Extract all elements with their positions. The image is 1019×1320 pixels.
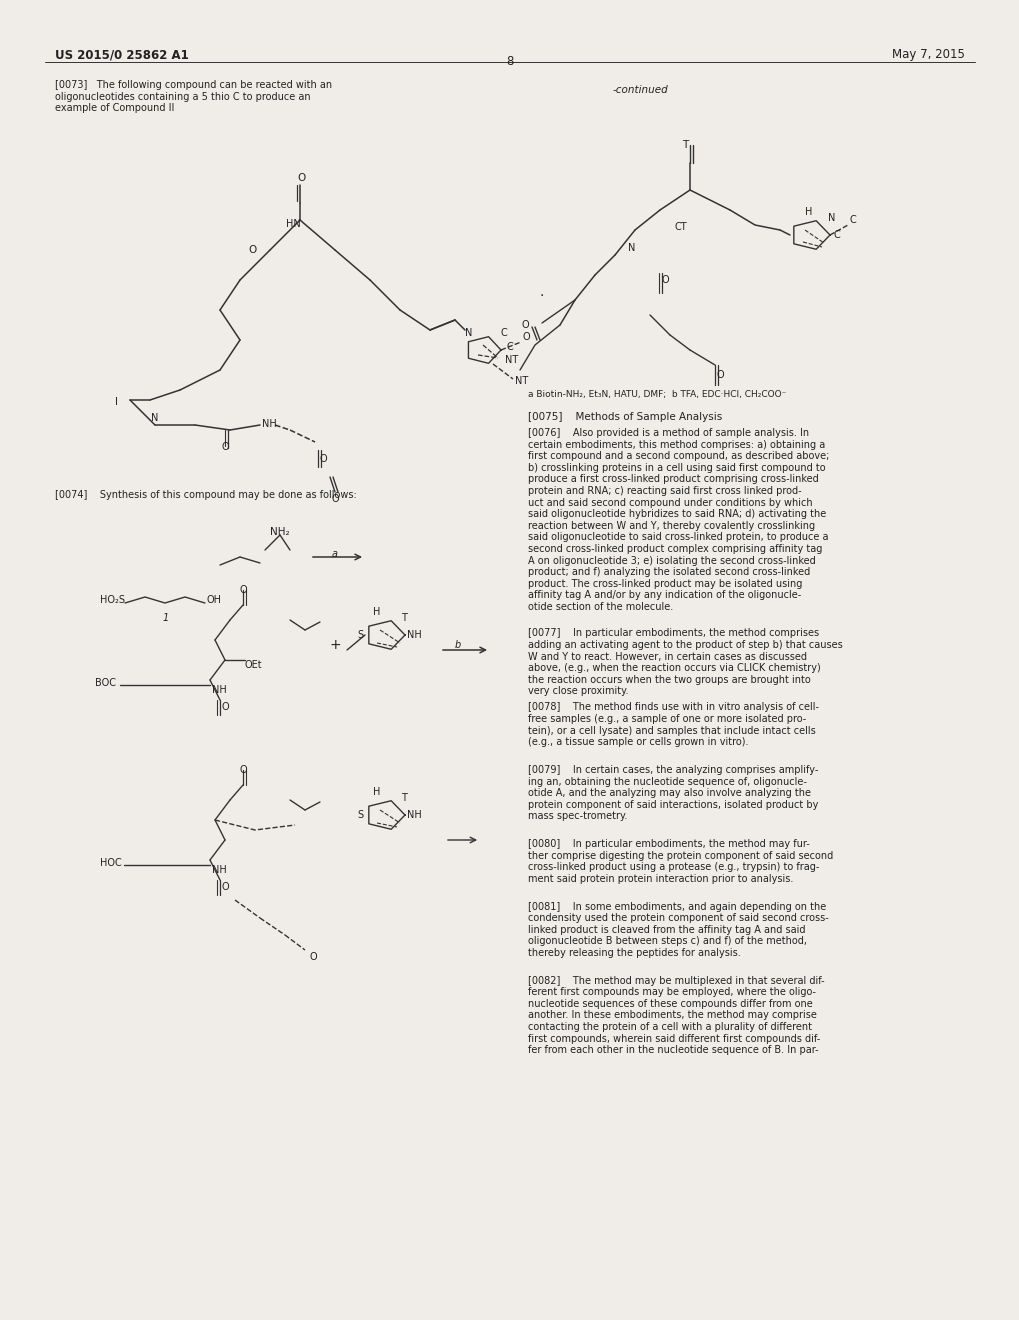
Text: O: O <box>222 702 229 711</box>
Text: NT: NT <box>504 355 518 366</box>
Text: OEt: OEt <box>245 660 262 671</box>
Text: O: O <box>239 585 248 595</box>
Text: N: N <box>465 327 472 338</box>
Text: S: S <box>357 810 363 820</box>
Text: O: O <box>248 246 256 255</box>
Text: S: S <box>357 630 363 640</box>
Text: May 7, 2015: May 7, 2015 <box>892 48 964 61</box>
Text: H: H <box>804 207 811 216</box>
Text: NH₂: NH₂ <box>270 527 289 537</box>
Text: O: O <box>522 319 529 330</box>
Text: OH: OH <box>207 595 222 605</box>
Text: I: I <box>115 397 118 407</box>
Text: NH: NH <box>212 865 226 875</box>
Text: [0075]    Methods of Sample Analysis: [0075] Methods of Sample Analysis <box>528 412 721 422</box>
Text: [0073]   The following compound can be reacted with an
oligonucleotides containi: [0073] The following compound can be rea… <box>55 81 332 114</box>
Text: C: C <box>500 327 507 338</box>
Text: O: O <box>661 275 668 285</box>
Text: [0080]    In particular embodiments, the method may fur-
ther comprise digesting: [0080] In particular embodiments, the me… <box>528 840 833 884</box>
Text: [0076]    Also provided is a method of sample analysis. In
certain embodiments, : [0076] Also provided is a method of samp… <box>528 428 828 612</box>
Text: +: + <box>330 638 341 652</box>
Text: US 2015/0 25862 A1: US 2015/0 25862 A1 <box>55 48 189 61</box>
Text: CT: CT <box>675 222 687 232</box>
Text: H: H <box>373 607 380 616</box>
Text: O: O <box>523 333 530 342</box>
Text: NH: NH <box>407 810 421 820</box>
Text: NH: NH <box>212 685 226 696</box>
Text: C: C <box>834 230 840 240</box>
Text: NH: NH <box>407 630 421 640</box>
Text: [0074]    Synthesis of this compound may be done as follows:: [0074] Synthesis of this compound may be… <box>55 490 357 500</box>
Text: O: O <box>310 952 317 962</box>
Text: 1: 1 <box>163 612 169 623</box>
Text: C: C <box>849 215 856 224</box>
Text: O: O <box>331 494 339 504</box>
Text: T: T <box>400 793 407 803</box>
Text: .: . <box>539 285 544 300</box>
Text: O: O <box>716 370 723 380</box>
Text: N: N <box>827 213 835 223</box>
Text: O: O <box>320 454 327 465</box>
Text: C: C <box>506 342 514 352</box>
Text: HOC: HOC <box>100 858 121 869</box>
Text: O: O <box>222 882 229 892</box>
Text: T: T <box>400 612 407 623</box>
Text: -continued: -continued <box>611 84 667 95</box>
Text: HO₂S: HO₂S <box>100 595 125 605</box>
Text: NT: NT <box>515 376 528 385</box>
Text: HN: HN <box>285 219 301 228</box>
Text: [0081]    In some embodiments, and again depending on the
condensity used the pr: [0081] In some embodiments, and again de… <box>528 902 828 958</box>
Text: N: N <box>628 243 635 253</box>
Text: b: b <box>454 640 461 649</box>
Text: O: O <box>222 442 229 451</box>
Text: [0082]    The method may be multiplexed in that several dif-
ferent first compou: [0082] The method may be multiplexed in … <box>528 975 823 1055</box>
Text: a: a <box>331 549 337 558</box>
Text: O: O <box>239 766 248 775</box>
Text: NH: NH <box>262 418 276 429</box>
Text: H: H <box>373 787 380 797</box>
Text: T: T <box>682 140 688 150</box>
Text: O: O <box>298 173 306 183</box>
Text: 8: 8 <box>505 55 514 69</box>
Text: BOC: BOC <box>95 678 116 688</box>
Text: [0077]    In particular embodiments, the method comprises
adding an activating a: [0077] In particular embodiments, the me… <box>528 628 842 697</box>
Text: N: N <box>151 413 158 422</box>
Text: a Biotin-NH₂, Et₃N, HATU, DMF;  b TFA, EDC·HCl, CH₂COO⁻: a Biotin-NH₂, Et₃N, HATU, DMF; b TFA, ED… <box>528 389 786 399</box>
Text: [0079]    In certain cases, the analyzing comprises amplify-
ing an, obtaining t: [0079] In certain cases, the analyzing c… <box>528 766 817 821</box>
Text: [0078]    The method finds use with in vitro analysis of cell-
free samples (e.g: [0078] The method finds use with in vitr… <box>528 702 818 747</box>
